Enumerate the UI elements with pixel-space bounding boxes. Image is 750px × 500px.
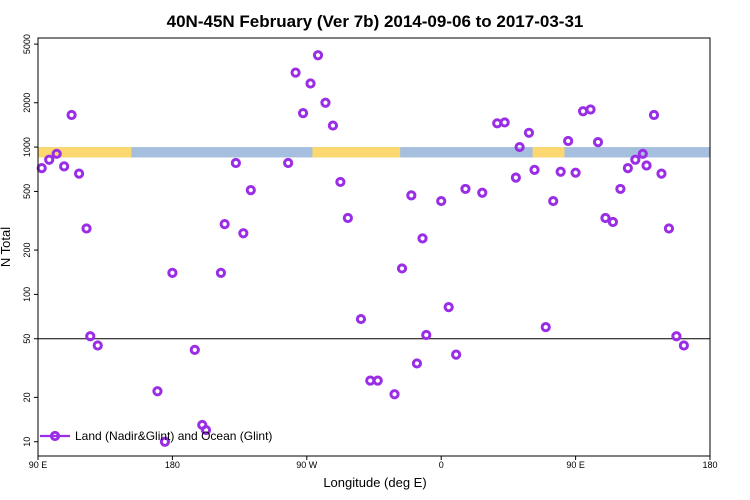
- data-point: [641, 160, 652, 171]
- data-point: [312, 50, 324, 61]
- data-point: [396, 263, 408, 274]
- data-point: [167, 267, 178, 278]
- data-point: [417, 233, 428, 244]
- data-point: [555, 166, 566, 177]
- data-point: [152, 386, 163, 397]
- y-tick-label: 5000: [22, 34, 32, 54]
- data-point: [85, 331, 96, 342]
- data-point: [436, 195, 447, 207]
- data-point: [389, 389, 400, 400]
- data-point: [36, 162, 47, 174]
- data-point: [548, 195, 559, 207]
- data-points: [36, 50, 689, 447]
- x-tick-label: 180: [165, 460, 180, 470]
- data-point: [637, 148, 648, 159]
- data-point: [290, 67, 301, 78]
- data-point: [73, 168, 85, 179]
- data-point: [607, 216, 619, 228]
- data-point: [189, 344, 200, 356]
- data-point: [585, 104, 596, 115]
- data-point: [320, 97, 331, 108]
- y-tick-label: 100: [22, 287, 32, 302]
- data-point: [514, 141, 525, 153]
- data-point: [372, 375, 383, 386]
- data-point: [529, 164, 540, 175]
- data-point: [499, 117, 510, 128]
- x-tick-label: 90 W: [296, 460, 318, 470]
- x-axis: 90 E 180 90 W 0 90 E 180: [29, 456, 718, 470]
- legend: Land (Nadir&Glint) and Ocean (Glint): [40, 429, 272, 443]
- land-band: [532, 147, 565, 158]
- data-point: [656, 168, 667, 179]
- data-point: [219, 219, 230, 230]
- data-point: [245, 185, 256, 196]
- chart-title: 40N-45N February (Ver 7b) 2014-09-06 to …: [167, 12, 584, 31]
- data-point: [335, 176, 346, 188]
- data-point: [305, 78, 316, 89]
- plot-frame: [37, 37, 711, 457]
- y-axis-label: N Total: [0, 227, 13, 267]
- data-point: [81, 223, 92, 234]
- data-point: [615, 183, 626, 195]
- x-tick-label: 90 E: [29, 460, 48, 470]
- data-point: [355, 313, 367, 325]
- data-point: [327, 120, 339, 131]
- data-point: [671, 331, 682, 342]
- legend-label: Land (Nadir&Glint) and Ocean (Glint): [75, 429, 272, 443]
- data-point: [92, 340, 103, 351]
- data-point: [477, 187, 488, 198]
- x-axis-label: Longitude (deg E): [323, 475, 426, 490]
- data-point: [51, 148, 62, 159]
- data-point: [283, 157, 294, 169]
- data-point: [215, 267, 227, 278]
- data-point: [411, 358, 423, 369]
- x-tick-label: 90 E: [566, 460, 585, 470]
- data-point: [297, 108, 309, 119]
- x-tick-label: 180: [702, 460, 717, 470]
- data-point: [66, 109, 77, 121]
- data-point: [523, 127, 535, 138]
- y-tick-label: 10: [22, 437, 32, 447]
- data-point: [230, 157, 241, 169]
- data-point: [238, 228, 249, 239]
- data-point: [622, 162, 633, 174]
- y-tick-label: 20: [22, 392, 32, 402]
- data-point: [159, 436, 171, 447]
- data-point: [510, 172, 521, 183]
- y-tick-label: 2000: [22, 93, 32, 113]
- land-band: [38, 147, 132, 158]
- legend-marker: [49, 430, 61, 442]
- data-point: [663, 223, 675, 234]
- data-point: [451, 349, 462, 360]
- y-tick-label: 200: [22, 243, 32, 258]
- data-point: [600, 212, 611, 224]
- y-tick-label: 500: [22, 184, 32, 199]
- data-point: [44, 154, 55, 165]
- data-point: [342, 212, 353, 224]
- data-point: [630, 154, 641, 165]
- data-point: [540, 321, 551, 333]
- data-point: [200, 424, 212, 436]
- data-point: [460, 183, 471, 195]
- y-axis: 10 20 50 100 200 500 1000 2000 5000: [22, 34, 38, 447]
- data-point: [443, 301, 454, 313]
- y-tick-label: 50: [22, 334, 32, 344]
- data-point: [59, 161, 70, 172]
- data-point: [406, 190, 417, 201]
- y-tick-label: 1000: [22, 137, 32, 157]
- data-point: [648, 109, 660, 121]
- land-band: [312, 147, 401, 158]
- data-point: [563, 135, 574, 147]
- data-point: [592, 137, 604, 148]
- data-point: [421, 329, 432, 341]
- x-tick-label: 0: [439, 460, 444, 470]
- data-point: [678, 340, 689, 351]
- data-point: [570, 167, 581, 178]
- land-ocean-strip: [38, 147, 710, 158]
